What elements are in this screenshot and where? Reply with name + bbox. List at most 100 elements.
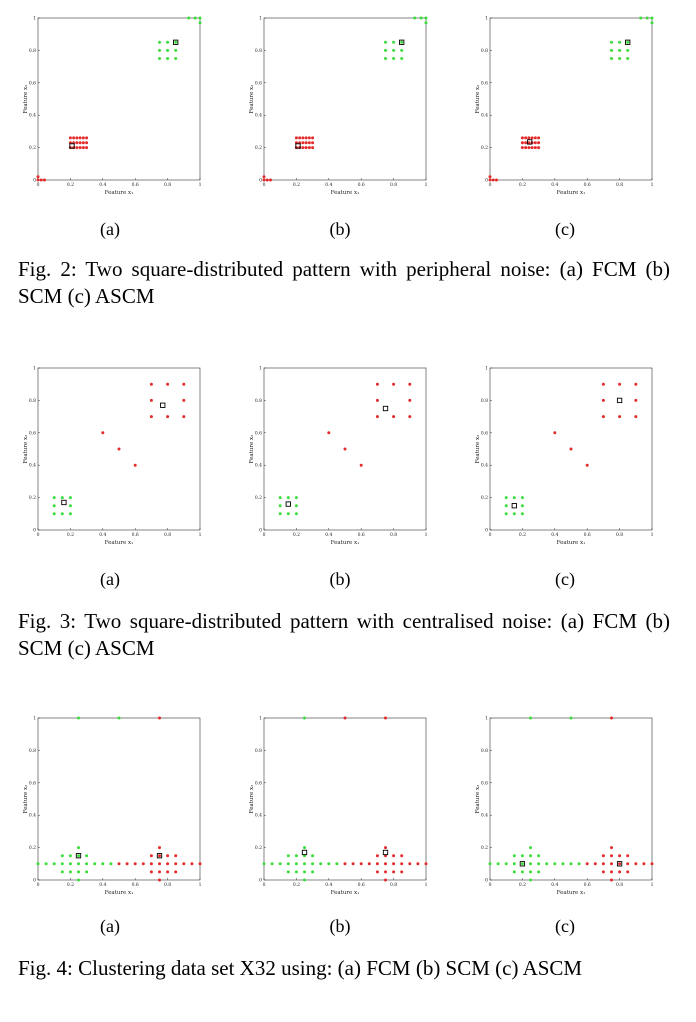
axes-frame (489, 17, 653, 181)
fig4-plot-b: 0 0.2 0.4 0.6 0.8 1 0 0.2 0.4 0.6 0.8 1 Feature x₁ Fe… (246, 712, 436, 902)
data-point (182, 862, 186, 866)
data-point (278, 512, 282, 516)
y-tick-label: 1 (259, 716, 262, 722)
cluster-center (616, 397, 623, 404)
data-point (384, 870, 387, 874)
x-tick-label: 0.4 (551, 532, 558, 538)
cluster-center (160, 402, 166, 408)
data-point (77, 716, 80, 720)
y-tick-label: 0.6 (255, 430, 262, 436)
y-axis-label: Feature x₂ (475, 85, 481, 114)
data-point (494, 178, 498, 182)
y-tick-label: 0.2 (29, 845, 36, 851)
data-point (400, 854, 404, 858)
data-point (294, 496, 298, 500)
data-point (601, 870, 605, 874)
data-point (512, 512, 516, 516)
data-point (278, 862, 282, 866)
y-tick-label: 0.2 (481, 495, 488, 501)
data-point (109, 862, 113, 866)
data-point (384, 716, 387, 720)
data-point (392, 862, 396, 866)
data-point (75, 146, 79, 150)
data-point (166, 48, 170, 52)
data-point (530, 146, 534, 150)
x-tick-label: 0.4 (99, 182, 106, 188)
data-point (286, 862, 290, 866)
fig4-plot-c: 0 0.2 0.4 0.6 0.8 1 0 0.2 0.4 0.6 0.8 1 Feature x₁ Fe… (472, 712, 662, 902)
data-point (301, 136, 305, 140)
fig2-plot-b: 0 0.2 0.4 0.6 0.8 1 0 0.2 0.4 0.6 0.8 1 Feature x₁ Fe… (246, 12, 436, 202)
data-point (626, 57, 630, 60)
x-tick-label: 0 (489, 532, 492, 538)
cluster-center (156, 853, 163, 859)
fig3-label-c: (c) (555, 569, 575, 589)
y-tick-label: 1 (259, 366, 262, 372)
data-point (610, 854, 613, 858)
data-point (166, 862, 170, 866)
data-point (158, 57, 161, 60)
y-tick-label: 0.8 (29, 398, 36, 404)
data-point (610, 862, 613, 866)
data-point (408, 382, 412, 386)
x-tick-label: 1 (425, 882, 428, 888)
data-point (327, 862, 331, 866)
data-point (512, 496, 516, 500)
y-tick-label: 0.4 (29, 463, 36, 469)
data-point (400, 57, 404, 60)
data-point (319, 862, 323, 866)
x-tick-label: 0.8 (164, 882, 171, 888)
fig4-label-a: (a) (100, 916, 120, 936)
data-point (303, 716, 306, 720)
data-point (166, 57, 170, 60)
y-tick-label: 0.4 (481, 813, 488, 819)
data-point (158, 40, 161, 44)
data-point (117, 447, 121, 451)
data-point (149, 415, 153, 419)
fig3-plot-c-svg: 0 0.2 0.4 0.6 0.8 1 0 0.2 0.4 0.6 0.8 1 Feature x₁ Fe… (475, 366, 654, 547)
data-point (419, 16, 423, 20)
fig3-label-a: (a) (100, 569, 120, 589)
axes-frame (489, 367, 653, 531)
y-tick-label: 0.4 (29, 813, 36, 819)
data-point (298, 136, 302, 140)
data-point (533, 141, 537, 145)
data-point (60, 862, 64, 866)
data-point (304, 136, 308, 140)
y-tick-label: 0.6 (255, 80, 262, 86)
data-point (491, 178, 495, 182)
data-point (262, 175, 266, 179)
x-tick-label: 1 (425, 532, 428, 538)
x-tick-label: 0.8 (616, 882, 623, 888)
data-point (400, 48, 404, 52)
data-point (367, 862, 371, 866)
data-point (496, 862, 500, 866)
data-point (537, 870, 541, 874)
data-point (488, 862, 492, 866)
data-point (585, 463, 589, 467)
data-point (392, 415, 396, 419)
data-point (68, 862, 72, 866)
data-point (158, 854, 161, 858)
data-point (77, 862, 80, 866)
data-point (190, 862, 194, 866)
data-point (278, 504, 282, 508)
data-point (530, 136, 534, 140)
data-point (149, 398, 153, 402)
y-axis-label: Feature x₂ (23, 785, 29, 814)
data-point (569, 716, 573, 720)
data-point (52, 504, 56, 508)
x-tick-label: 0.2 (293, 182, 300, 188)
data-point (101, 862, 105, 866)
data-point (392, 382, 396, 386)
y-tick-label: 0.6 (481, 430, 488, 436)
data-point (392, 57, 396, 60)
x-tick-label: 0 (37, 882, 40, 888)
data-point (301, 141, 305, 145)
y-tick-label: 1 (485, 716, 488, 722)
x-axis-label: Feature x₁ (557, 540, 586, 546)
data-point (133, 862, 137, 866)
data-point (618, 48, 622, 52)
data-point (529, 870, 532, 874)
y-tick-label: 0.2 (255, 145, 262, 151)
